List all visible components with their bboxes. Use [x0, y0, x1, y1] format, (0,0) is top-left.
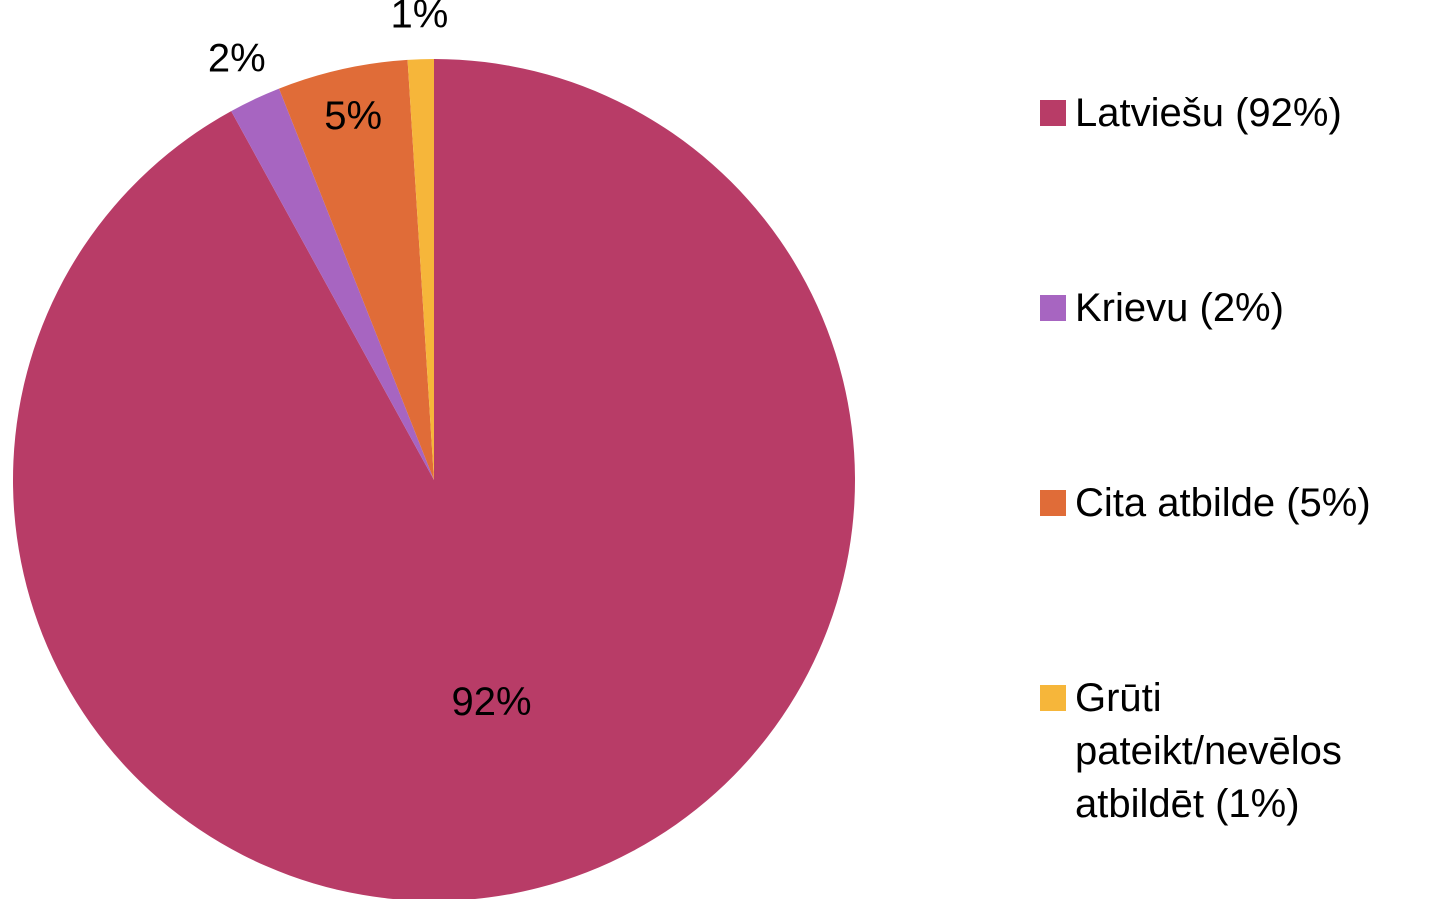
- legend-label: Krievu (2%): [1075, 286, 1284, 330]
- pie-slice: [279, 59, 434, 480]
- legend-swatch: [1040, 295, 1066, 321]
- legend-label: Cita atbilde (5%): [1075, 481, 1371, 525]
- data-label: 2%: [208, 37, 266, 81]
- data-label: 5%: [324, 94, 382, 138]
- data-label: 92%: [452, 680, 532, 724]
- data-label: 1%: [391, 0, 449, 37]
- legend-item: Cita atbilde (5%): [1040, 477, 1425, 530]
- pie-slice: [13, 59, 855, 899]
- legend-item: Latviešu (92%): [1040, 87, 1425, 140]
- legend-item: Krievu (2%): [1040, 282, 1425, 335]
- pie-slice: [407, 59, 434, 480]
- pie-slice: [231, 88, 434, 481]
- legend-swatch: [1040, 685, 1066, 711]
- legend-swatch: [1040, 100, 1066, 126]
- legend-label: Grūti pateikt/nevēlos atbildēt (1%): [1075, 676, 1342, 826]
- legend-label: Latviešu (92%): [1075, 91, 1342, 135]
- legend-swatch: [1040, 490, 1066, 516]
- legend-item: Grūti pateikt/nevēlos atbildēt (1%): [1040, 672, 1425, 831]
